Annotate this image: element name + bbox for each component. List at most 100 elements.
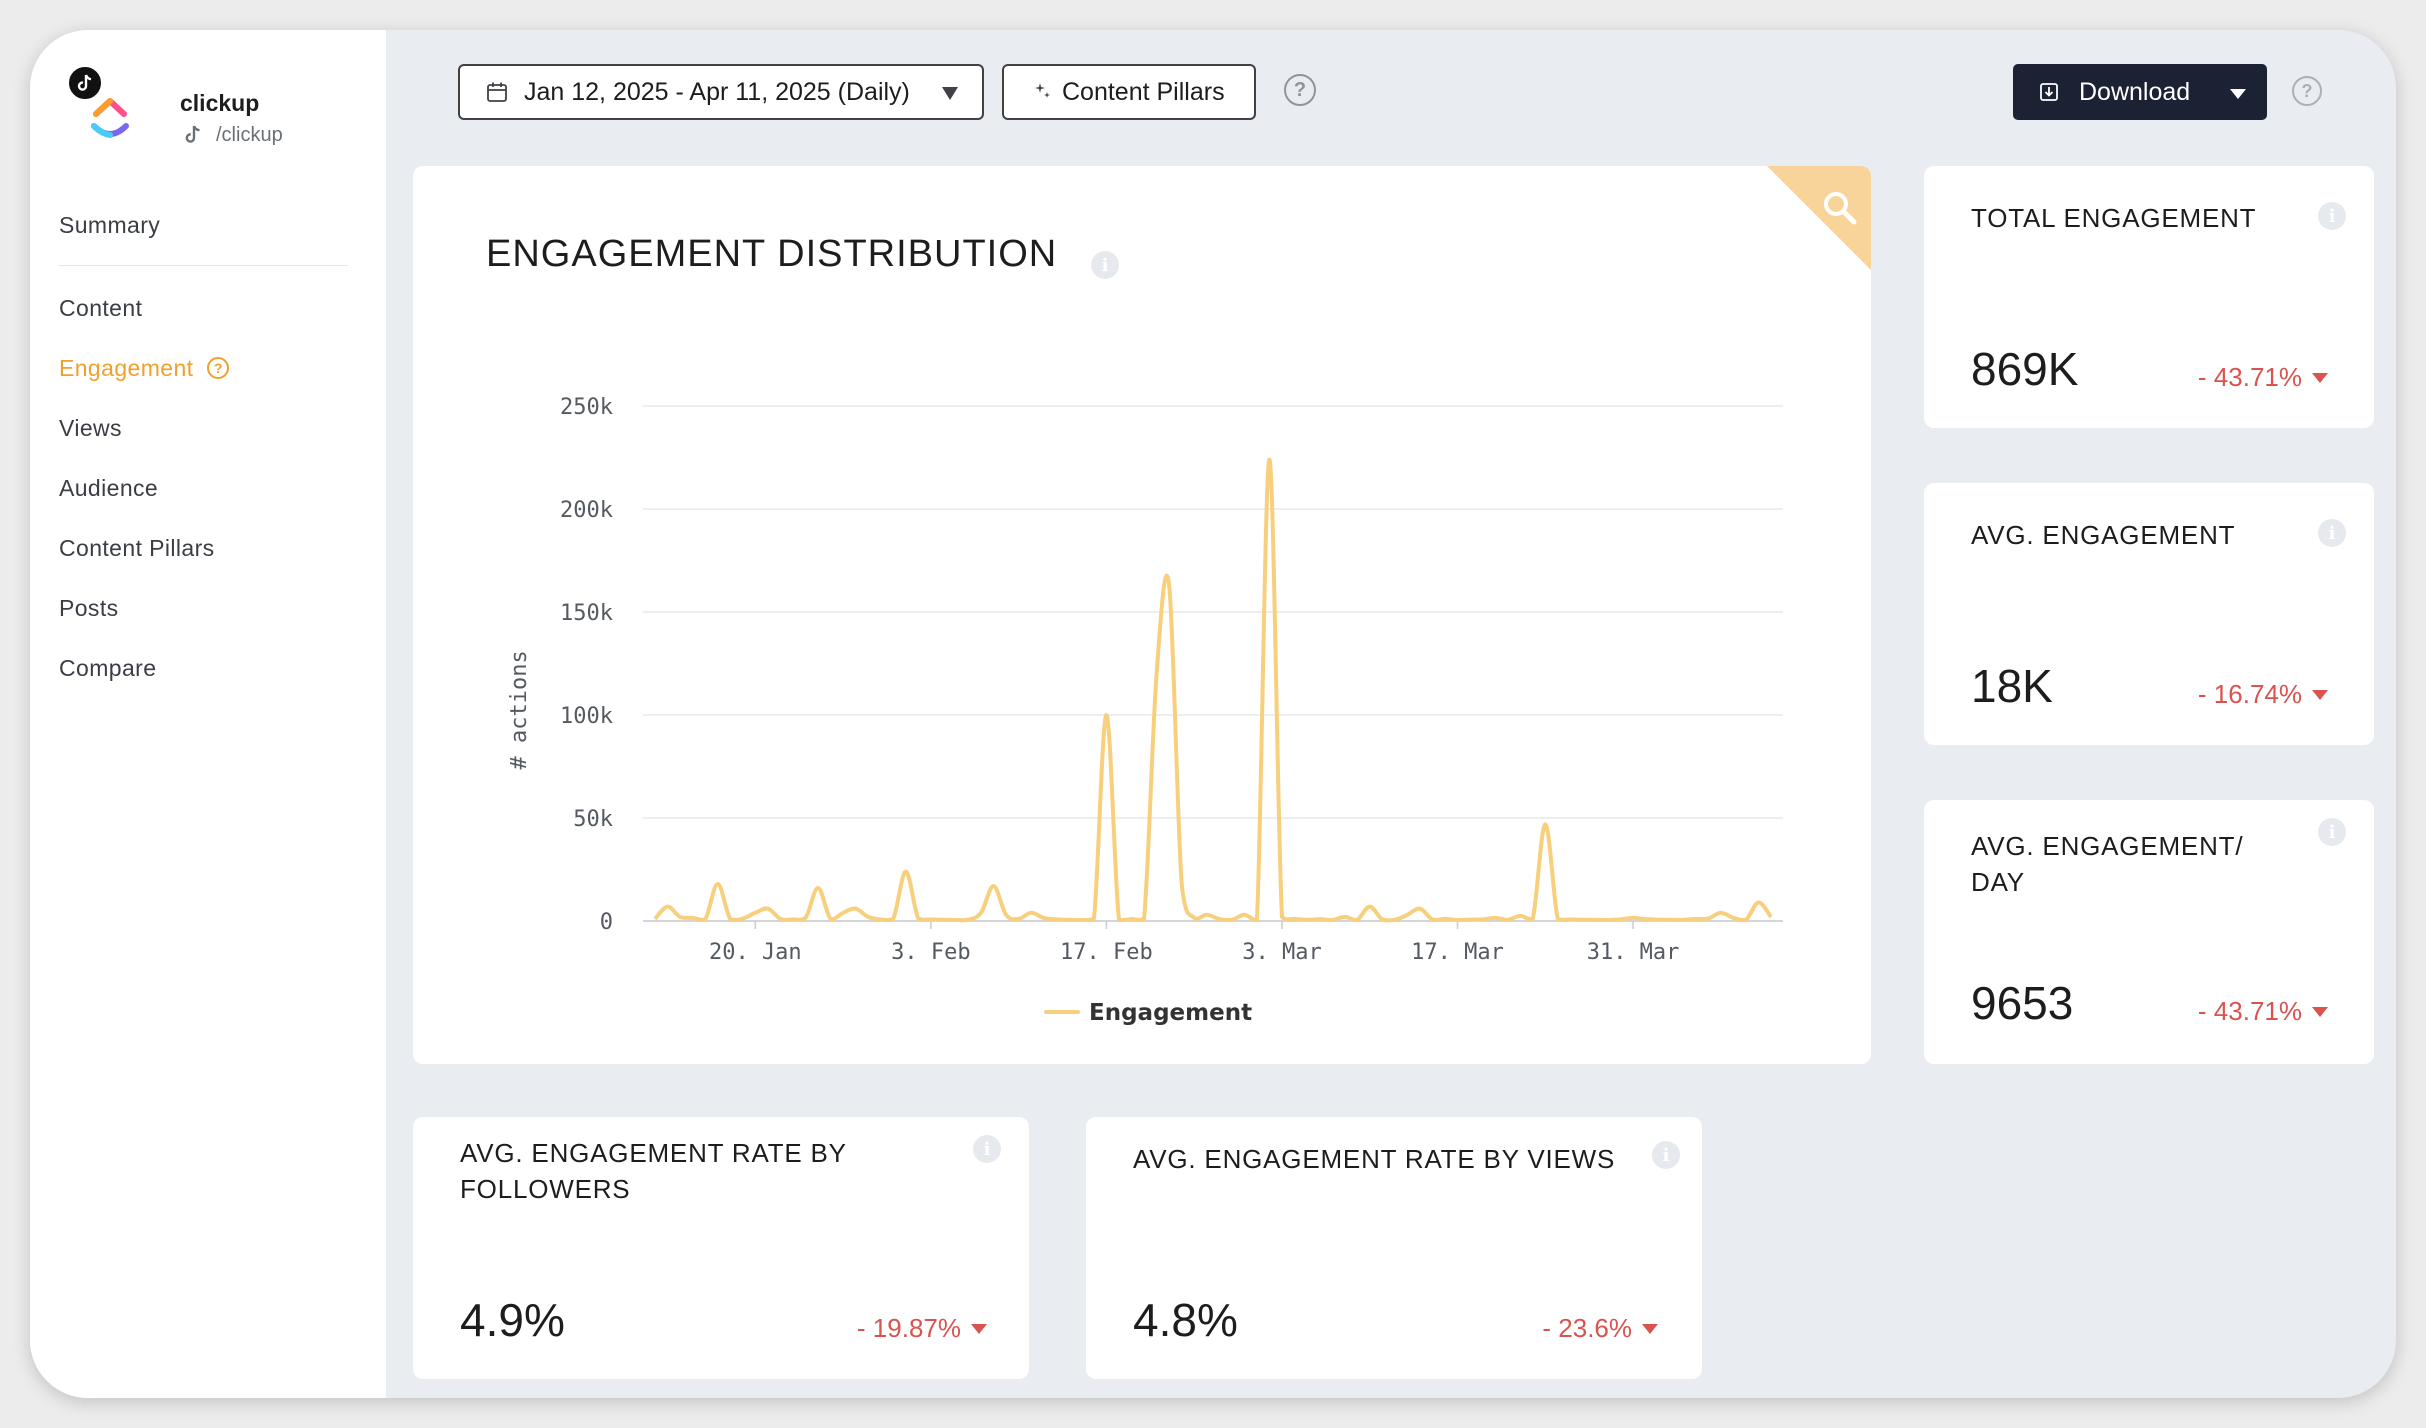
app-window: clickup /clickup Summary Content Engagem…: [30, 30, 2396, 1398]
metric-label-line: AVG. ENGAGEMENT RATE BY: [460, 1138, 847, 1168]
download-button[interactable]: Download: [2013, 64, 2267, 120]
metric-label: AVG. ENGAGEMENT: [1971, 520, 2236, 550]
sidebar-divider: [59, 265, 348, 266]
legend-label: Engagement: [1089, 1000, 1252, 1026]
metric-label-line: AVG. ENGAGEMENT/: [1971, 831, 2244, 861]
metric-value: 18K: [1971, 660, 2053, 712]
info-icon[interactable]: i: [1091, 251, 1119, 279]
metric-value: 4.8%: [1133, 1294, 1238, 1346]
download-icon: [2040, 83, 2058, 101]
chevron-down-icon: [942, 87, 958, 100]
metric-value: 869K: [1971, 343, 2079, 395]
chevron-down-icon[interactable]: [2229, 88, 2247, 100]
content-pillars-label: Content Pillars: [1062, 77, 1225, 106]
engagement-line-chart: 0 50k 100k 150k 200k 250k # actions 20. Jan 3. F…: [507, 395, 1783, 1026]
y-tick-label: 0: [600, 910, 613, 935]
engagement-distribution-card: ENGAGEMENT DISTRIBUTION i 0 50k 100k 150k 20…: [413, 166, 1871, 1064]
sidebar-item-label: Content: [59, 294, 143, 321]
change-value: - 43.71%: [2197, 362, 2302, 392]
y-tick-label: 50k: [573, 807, 613, 832]
clickup-logo-icon: [91, 98, 129, 138]
metric-label: AVG. ENGAGEMENT RATE BY FOLLOWERS: [460, 1135, 847, 1207]
avg-engagement-day-card: AVG. ENGAGEMENT/ DAY i 9653 - 43.71%: [1924, 800, 2374, 1064]
sidebar-item-content-pillars[interactable]: Content Pillars: [30, 518, 386, 578]
change-value: - 23.6%: [1542, 1313, 1632, 1343]
caret-down-icon: [971, 1323, 987, 1334]
x-tick-label: 3. Mar: [1242, 940, 1321, 965]
sidebar-item-label: Content Pillars: [59, 534, 215, 561]
change-value: - 43.71%: [2197, 996, 2302, 1026]
sidebar-item-engagement[interactable]: Engagement ?: [30, 338, 386, 398]
x-tick-label: 17. Feb: [1060, 940, 1153, 965]
caret-down-icon: [2312, 689, 2328, 700]
total-engagement-card: TOTAL ENGAGEMENT i 869K - 43.71%: [1924, 166, 2374, 428]
sidebar-item-posts[interactable]: Posts: [30, 578, 386, 638]
sparkle-icon: [1035, 83, 1050, 98]
metric-value: 4.9%: [460, 1294, 565, 1346]
metric-label: AVG. ENGAGEMENT RATE BY VIEWS: [1133, 1144, 1616, 1174]
metric-change: - 23.6%: [1542, 1313, 1658, 1344]
metric-value: 9653: [1971, 977, 2074, 1029]
engagement-rate-views-card: AVG. ENGAGEMENT RATE BY VIEWS i 4.8% - 2…: [1086, 1117, 1702, 1379]
metric-change: - 19.87%: [857, 1313, 987, 1344]
sidebar-item-summary[interactable]: Summary: [30, 195, 386, 255]
metric-label: AVG. ENGAGEMENT/ DAY: [1971, 828, 2243, 900]
caret-down-icon: [1642, 1323, 1658, 1334]
change-value: - 16.74%: [2197, 679, 2302, 709]
account-handle: /clickup: [216, 124, 283, 146]
avg-engagement-card: AVG. ENGAGEMENT i 18K - 16.74%: [1924, 483, 2374, 745]
x-tick-label: 31. Mar: [1587, 940, 1680, 965]
sidebar-item-label: Views: [59, 414, 122, 441]
help-icon[interactable]: ?: [2292, 76, 2322, 106]
sidebar-item-label: Compare: [59, 654, 157, 681]
sidebar-item-label: Engagement: [59, 354, 194, 381]
date-range-label: Jan 12, 2025 - Apr 11, 2025 (Daily): [524, 77, 910, 106]
metric-change: - 43.71%: [2198, 362, 2328, 393]
sidebar-item-views[interactable]: Views: [30, 398, 386, 458]
x-tick-label: 3. Feb: [891, 940, 970, 965]
chart-title: ENGAGEMENT DISTRIBUTION: [486, 233, 1058, 275]
metric-label-line: FOLLOWERS: [460, 1174, 631, 1204]
metric-label-line: DAY: [1971, 867, 2025, 897]
help-icon[interactable]: ?: [207, 357, 230, 379]
toolbar: Jan 12, 2025 - Apr 11, 2025 (Daily) Cont…: [30, 30, 2396, 170]
sidebar-item-content[interactable]: Content: [30, 278, 386, 338]
info-icon[interactable]: i: [973, 1135, 1001, 1163]
tiktok-badge-icon: [66, 64, 104, 102]
sidebar-nav: Summary Content Engagement ? Views Audie…: [30, 195, 386, 698]
metric-label: TOTAL ENGAGEMENT: [1971, 203, 2257, 233]
y-tick-label: 200k: [560, 498, 613, 523]
y-tick-label: 100k: [560, 704, 613, 729]
series-line-engagement: [653, 457, 1773, 923]
info-icon[interactable]: i: [1652, 1141, 1680, 1169]
calendar-icon: [487, 82, 507, 102]
sidebar-item-compare[interactable]: Compare: [30, 638, 386, 698]
account-header[interactable]: clickup /clickup: [66, 52, 370, 152]
metric-change: - 16.74%: [2198, 679, 2328, 710]
y-axis-title: # actions: [507, 650, 532, 769]
caret-down-icon: [2312, 1006, 2328, 1017]
sidebar: clickup /clickup Summary Content Engagem…: [30, 30, 386, 1398]
account-name: clickup: [180, 90, 260, 116]
caret-down-icon: [2312, 372, 2328, 383]
tiktok-icon: [185, 125, 200, 143]
date-range-picker[interactable]: Jan 12, 2025 - Apr 11, 2025 (Daily): [458, 64, 984, 120]
engagement-rate-followers-card: AVG. ENGAGEMENT RATE BY FOLLOWERS i 4.9%…: [413, 1117, 1029, 1379]
zoom-corner[interactable]: [1767, 166, 1871, 270]
info-icon[interactable]: i: [2318, 202, 2346, 230]
search-icon[interactable]: [1820, 188, 1860, 228]
info-icon[interactable]: i: [2318, 818, 2346, 846]
sidebar-item-audience[interactable]: Audience: [30, 458, 386, 518]
y-tick-label: 250k: [560, 395, 613, 420]
sidebar-item-label: Summary: [59, 211, 161, 238]
help-icon[interactable]: ?: [1284, 74, 1316, 106]
download-label: Download: [2079, 77, 2191, 106]
change-value: - 19.87%: [856, 1313, 961, 1343]
sidebar-item-label: Audience: [59, 474, 159, 501]
y-tick-label: 150k: [560, 601, 613, 626]
metric-change: - 43.71%: [2198, 996, 2328, 1027]
content-pillars-button[interactable]: Content Pillars: [1002, 64, 1256, 120]
sidebar-item-label: Posts: [59, 594, 119, 621]
info-icon[interactable]: i: [2318, 519, 2346, 547]
x-tick-label: 17. Mar: [1411, 940, 1504, 965]
